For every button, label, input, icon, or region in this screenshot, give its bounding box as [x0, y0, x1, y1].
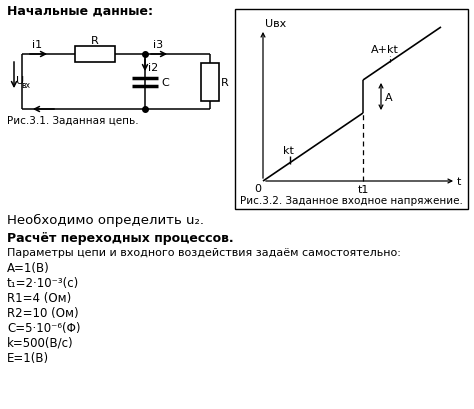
- Text: R: R: [91, 36, 99, 46]
- Text: C=5·10⁻⁶(Φ): C=5·10⁻⁶(Φ): [7, 321, 81, 334]
- Text: Uвх: Uвх: [265, 19, 286, 29]
- Text: t₁=2·10⁻³(с): t₁=2·10⁻³(с): [7, 276, 79, 289]
- Text: A+kt: A+kt: [371, 45, 399, 54]
- Text: U: U: [16, 76, 24, 86]
- Bar: [75, 47, 115, 63]
- Text: R: R: [221, 77, 229, 87]
- Text: вх: вх: [21, 80, 30, 89]
- Text: 0: 0: [254, 184, 261, 193]
- Bar: [235, 10, 468, 209]
- Text: R1=4 (Ом): R1=4 (Ом): [7, 291, 71, 304]
- Text: E=1(В): E=1(В): [7, 351, 49, 364]
- Text: t: t: [457, 177, 461, 187]
- Text: i2: i2: [148, 63, 158, 73]
- Text: Необходимо определить u₂.: Необходимо определить u₂.: [7, 213, 204, 227]
- Text: A: A: [385, 93, 392, 103]
- Text: i1: i1: [32, 40, 42, 50]
- Text: t1: t1: [357, 184, 369, 195]
- Bar: [201, 63, 219, 101]
- Text: Рис.3.2. Заданное входное напряжение.: Рис.3.2. Заданное входное напряжение.: [240, 196, 463, 205]
- Text: i3: i3: [153, 40, 163, 50]
- Text: k=500(В/с): k=500(В/с): [7, 336, 73, 349]
- Text: Рис.3.1. Заданная цепь.: Рис.3.1. Заданная цепь.: [7, 116, 138, 126]
- Text: Начальные данные:: Начальные данные:: [7, 5, 153, 18]
- Text: Параметры цепи и входного воздействия задаём самостоятельно:: Параметры цепи и входного воздействия за…: [7, 247, 401, 257]
- Text: kt: kt: [283, 146, 294, 155]
- Text: Расчёт переходных процессов.: Расчёт переходных процессов.: [7, 231, 234, 245]
- Text: A=1(В): A=1(В): [7, 261, 50, 274]
- Text: C: C: [161, 77, 169, 87]
- Text: R2=10 (Ом): R2=10 (Ом): [7, 306, 79, 319]
